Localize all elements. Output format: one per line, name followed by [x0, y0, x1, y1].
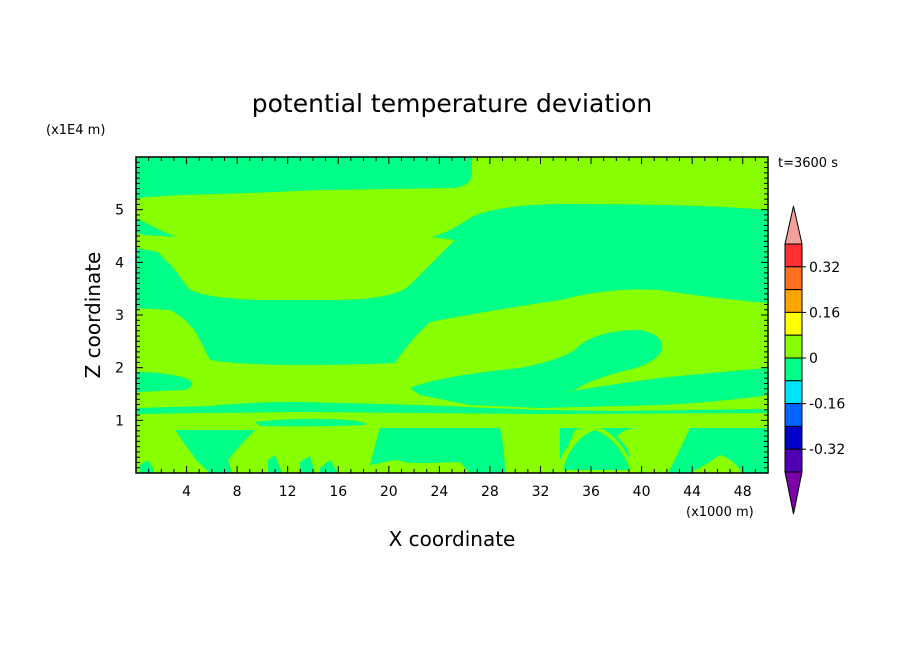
contour-region-mid-lens — [410, 330, 768, 408]
y-axis-ticks: 1 2 3 4 5 — [115, 161, 768, 469]
y-tick-label: 5 — [115, 203, 124, 219]
colorbar-level — [784, 266, 803, 291]
y-axis-label: Z coordinate — [81, 252, 105, 379]
y-tick-label: 1 — [115, 413, 124, 429]
x-tick-label: 44 — [683, 484, 701, 500]
x-tick-label: 12 — [279, 484, 297, 500]
x-tick-label: 36 — [582, 484, 600, 500]
y-tick-label: 4 — [115, 255, 124, 271]
colorbar-level — [784, 357, 803, 382]
x-tick-label: 48 — [734, 484, 752, 500]
colorbar-label: -0.16 — [809, 397, 845, 413]
x-unit-label: (x1000 m) — [686, 505, 754, 520]
colorbar-level — [784, 334, 803, 359]
colorbar-overflow-low — [784, 471, 803, 515]
x-axis-label: X coordinate — [389, 527, 516, 551]
colorbar-label: -0.32 — [809, 442, 845, 458]
time-label: t=3600 s — [778, 156, 838, 171]
colorbar: 0.32 0.16 0 -0.16 -0.32 — [784, 205, 845, 515]
contour-region-left-strip — [136, 372, 193, 392]
x-tick-label: 32 — [532, 484, 550, 500]
x-tick-label: 8 — [233, 484, 242, 500]
contour-region-upper-mid — [136, 204, 768, 365]
colorbar-level — [784, 243, 803, 268]
colorbar-label: 0.16 — [809, 305, 840, 321]
colorbar-label: 0.32 — [809, 260, 840, 276]
x-tick-label: 20 — [380, 484, 398, 500]
colorbar-level — [784, 425, 803, 450]
colorbar-level — [784, 380, 803, 405]
colorbar-label: 0 — [809, 351, 818, 367]
chart-title: potential temperature deviation — [252, 89, 652, 118]
contour-region-bump — [563, 430, 630, 470]
x-axis-ticks: 4 8 12 16 20 24 28 32 36 40 44 48 — [148, 157, 756, 500]
colorbar-level — [784, 311, 803, 336]
y-tick-label: 2 — [115, 361, 124, 377]
x-tick-label: 24 — [430, 484, 448, 500]
colorbar-level — [784, 403, 803, 427]
contour-plot-area — [136, 157, 768, 473]
x-tick-label: 4 — [182, 484, 191, 500]
colorbar-overflow-high — [784, 205, 803, 245]
x-tick-label: 16 — [329, 484, 347, 500]
y-tick-label: 3 — [115, 308, 124, 324]
contour-region-lens-2 — [255, 418, 366, 427]
contour-region-top — [136, 157, 472, 198]
colorbar-level — [784, 289, 803, 313]
x-tick-label: 40 — [633, 484, 651, 500]
x-tick-label: 28 — [481, 484, 499, 500]
colorbar-level — [784, 448, 803, 473]
contour-region-lower-band — [136, 402, 768, 414]
y-unit-label: (x1E4 m) — [46, 123, 105, 138]
